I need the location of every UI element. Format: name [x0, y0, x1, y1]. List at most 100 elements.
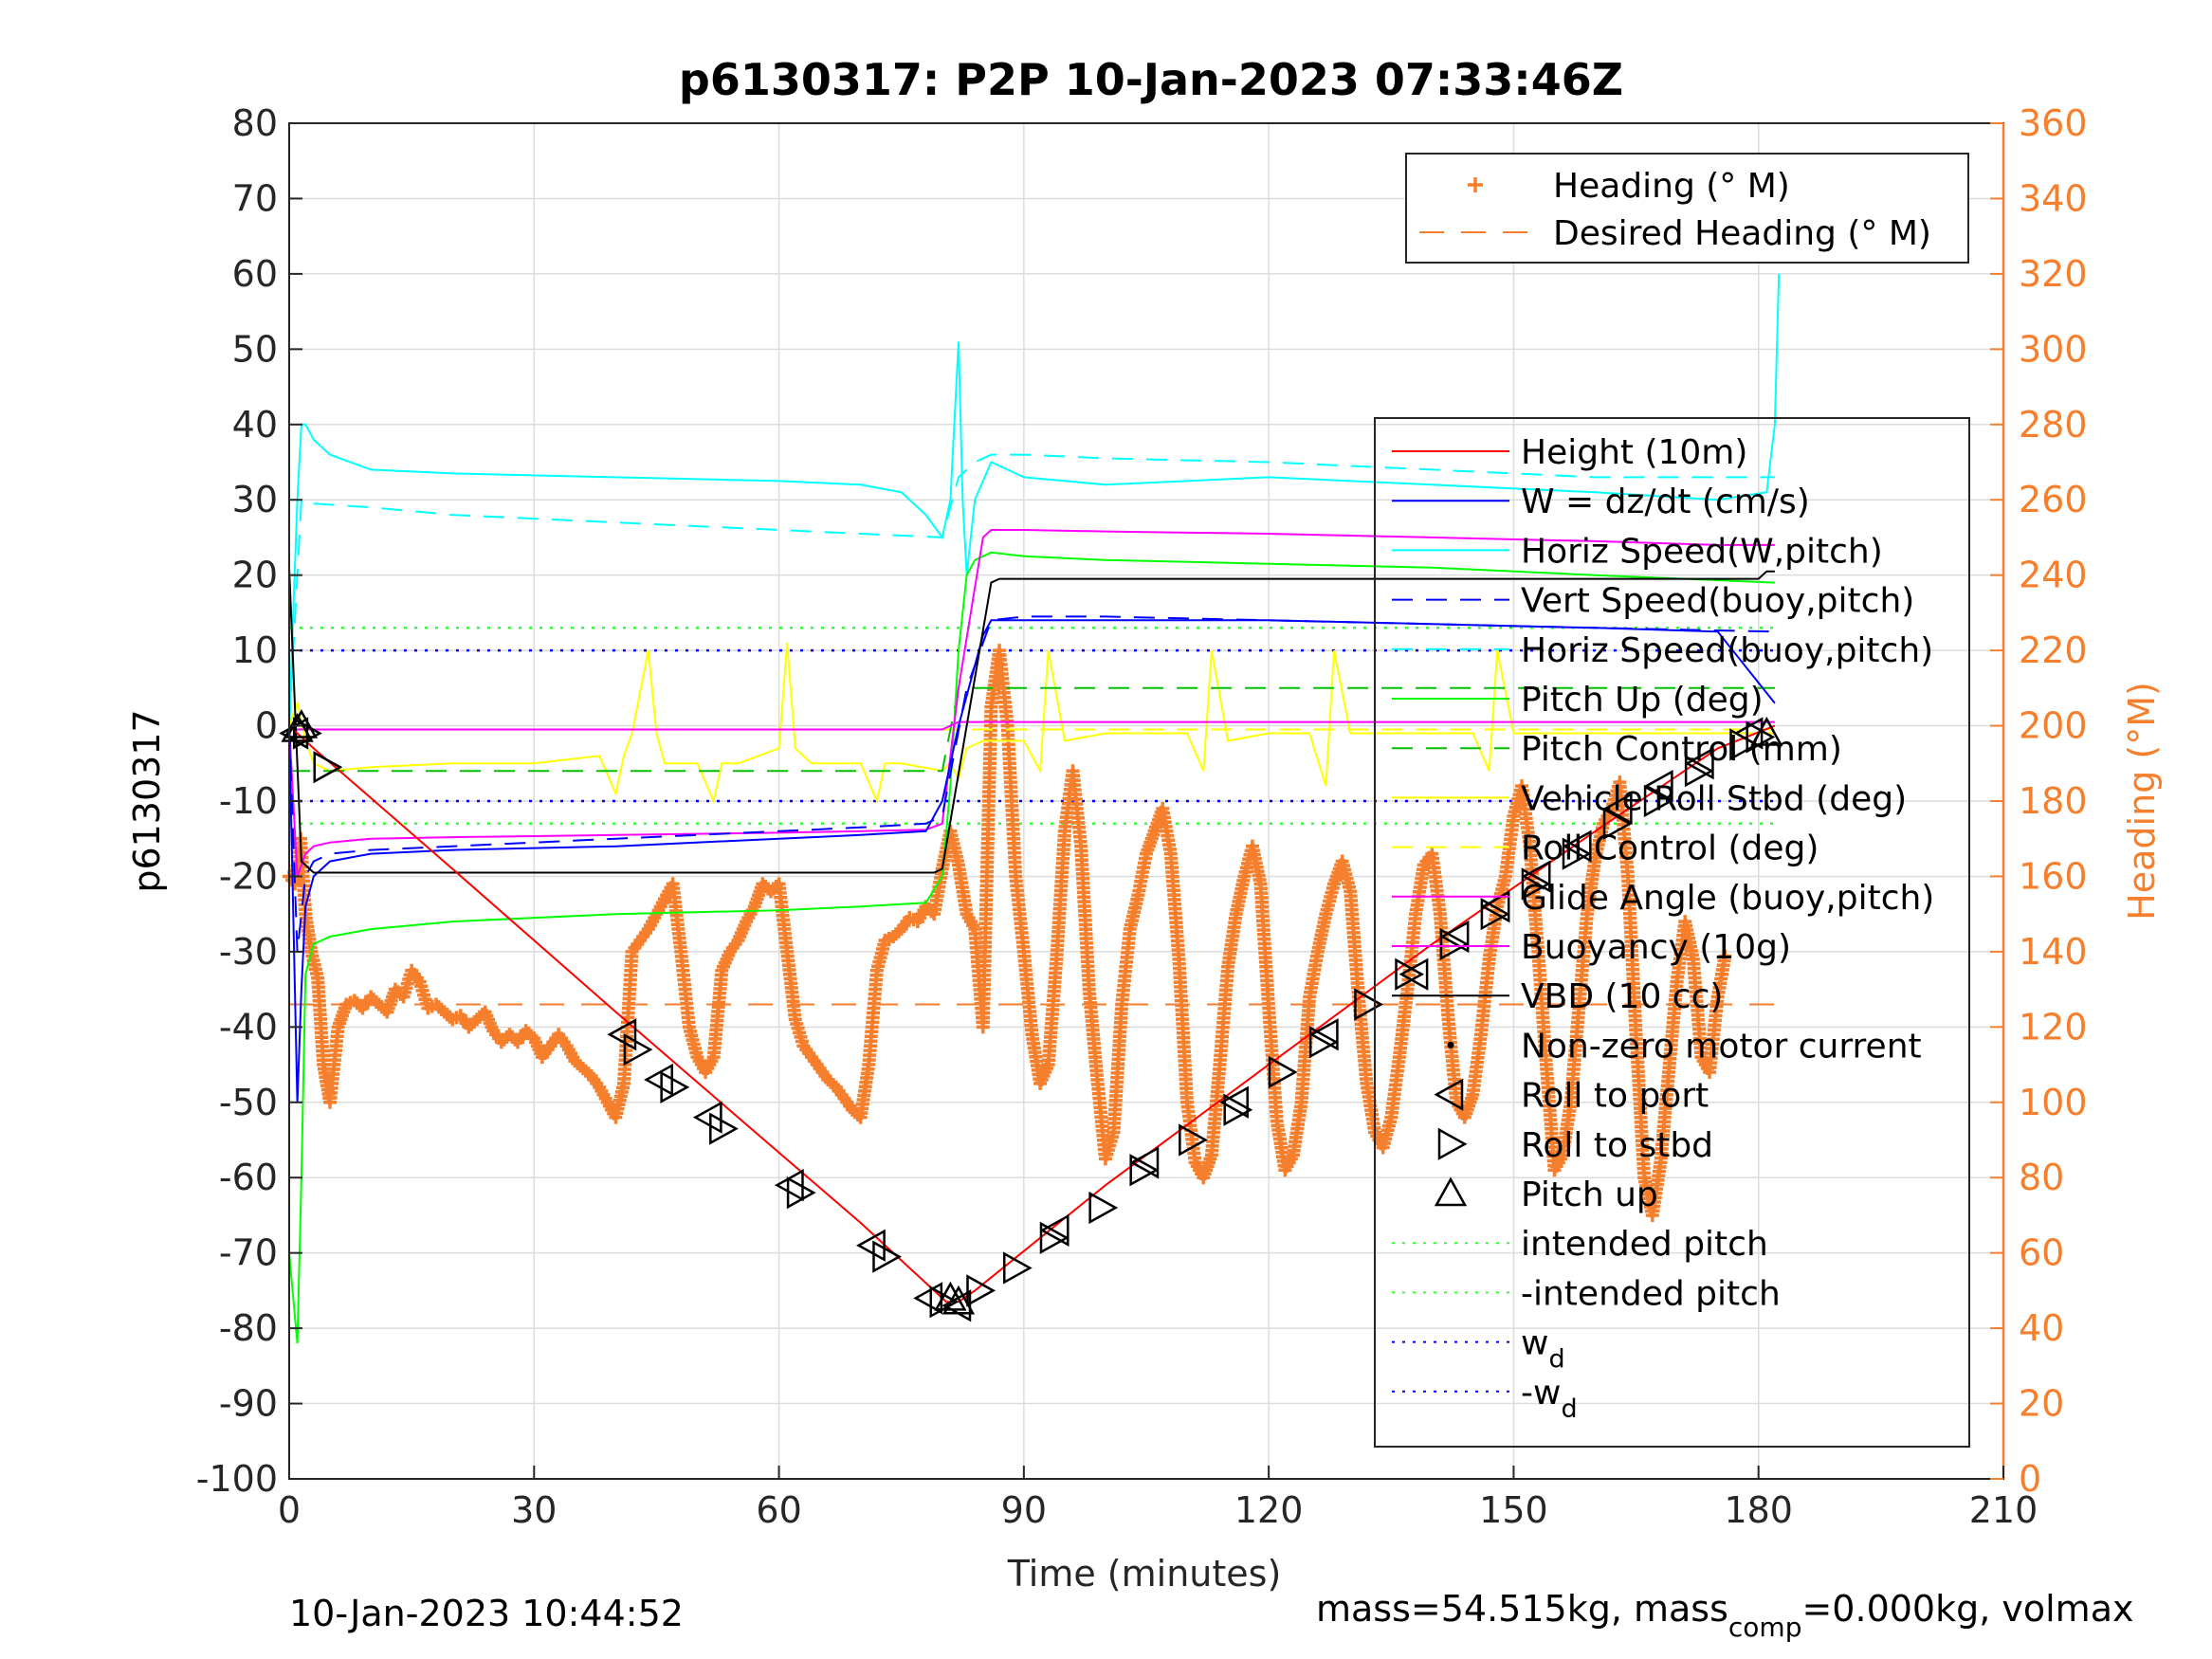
marker-tri-right [1602, 807, 1633, 840]
marker-tri-right [1223, 1093, 1253, 1126]
marker-tri-right [872, 1240, 903, 1273]
marker-tri-up [284, 708, 319, 738]
y-tick-label: 20 [232, 555, 278, 596]
marker-tri-right [1480, 898, 1510, 931]
legend-main-label-text: W = dz/dt (cm/s) [1521, 483, 1810, 521]
marker-tri-up [1750, 716, 1783, 746]
legend-main-label: Vert Speed(buoy,pitch) [1521, 582, 1914, 621]
legend-main-entry: Non-zero motor current [1447, 1027, 1922, 1066]
marker-tri-right [1729, 728, 1760, 761]
y-tick-label: 60 [232, 253, 278, 295]
legend-main-entry: Pitch Control (mm) [1392, 730, 1842, 769]
series-line [289, 686, 1775, 773]
y-right-tick-label: 20 [2019, 1383, 2064, 1425]
series-buoyancy [289, 720, 1775, 731]
marker-tri-left [692, 1101, 722, 1134]
heading-point [1718, 949, 1732, 963]
marker-tri-right [709, 1112, 739, 1145]
marker-tri-left [1039, 1213, 1069, 1247]
y-tick-label: -30 [219, 931, 278, 973]
y-right-tick-label: 180 [2019, 780, 2088, 822]
series-line [288, 453, 1775, 726]
legend-main-entry: Vehicle Roll Stbd (deg) [1392, 779, 1907, 818]
marker-tri-right [966, 1274, 996, 1307]
y-right-tick-label: 120 [2019, 1006, 2088, 1048]
series-line [288, 643, 1775, 805]
marker-tri-up [281, 712, 314, 742]
legend-main-entry: VBD (10 cc) [1392, 977, 1723, 1016]
legend-main-entry: Horiz Speed(buoy,pitch) [1392, 631, 1933, 670]
legend-main-entry: Pitch up [1434, 1176, 1658, 1214]
legend-main-entry: Pitch Up (deg) [1392, 681, 1764, 720]
legend-main-label-text: Vehicle Roll Stbd (deg) [1521, 779, 1907, 818]
legend-main-label: VBD (10 cc) [1521, 977, 1723, 1016]
series-line [289, 720, 1775, 731]
legend-main-entry: Buoyancy (10g) [1392, 928, 1791, 967]
legend-main-label-sub: d [1561, 1395, 1577, 1424]
legend-main-label-text: Vert Speed(buoy,pitch) [1521, 582, 1914, 621]
y-tick-label: 50 [232, 328, 278, 370]
marker-tri-up [941, 1285, 976, 1315]
marker-tri-right [1088, 1191, 1119, 1225]
legend-main-label-text: -w [1521, 1374, 1561, 1413]
y-right-tick-label: 80 [2019, 1157, 2064, 1198]
legend-main-label: Pitch Control (mm) [1521, 730, 1842, 769]
y-right-tick-label: 200 [2019, 705, 2088, 747]
marker-tri-right [1562, 837, 1592, 870]
footer-timestamp: 10-Jan-2023 10:44:52 [289, 1593, 684, 1634]
legend-main-label-text: Pitch up [1521, 1176, 1658, 1214]
marker-tri-right [1354, 988, 1384, 1021]
legend-main-label: Buoyancy (10g) [1521, 928, 1791, 967]
series-roll [288, 643, 1775, 805]
marker-tri-left [1521, 860, 1551, 893]
legend-main-label-text: Roll Control (deg) [1521, 830, 1819, 868]
legend-main-entry: Roll to port [1434, 1077, 1709, 1116]
tick-labels: 0 30 60 90 120 150 180 210-100-90-80-70-60-50-4… [196, 102, 2088, 1531]
legend-heading-box [1405, 153, 1969, 264]
footer-mass-a: mass=54.515kg, mass [1316, 1588, 1728, 1630]
series-w [288, 619, 1776, 1103]
series-line [288, 551, 1775, 1344]
x-tick-label: 180 [1724, 1489, 1793, 1531]
series-line [288, 567, 1775, 874]
y-tick-label: 70 [232, 177, 278, 219]
legend-main-label-text: Horiz Speed(W,pitch) [1521, 532, 1883, 571]
legend-main-marker [1437, 1127, 1468, 1160]
y-tick-label: -70 [219, 1232, 278, 1274]
series-line [288, 724, 1776, 1304]
footer-mass-b: =0.000kg, volmax [1801, 1588, 2133, 1630]
legend-main-label: Pitch Up (deg) [1521, 681, 1764, 720]
y-right-tick-label: 160 [2019, 855, 2088, 897]
legend-main-marker [1434, 1078, 1464, 1111]
legend-main-label: Horiz Speed(buoy,pitch) [1521, 631, 1933, 670]
x-tick-label: 60 [756, 1489, 801, 1531]
marker-tri-right [1268, 1055, 1298, 1089]
legend-main-label: Roll to port [1521, 1077, 1709, 1116]
y-tick-label: 10 [232, 629, 278, 671]
legend-main-label: Pitch up [1521, 1176, 1658, 1214]
y-right-tick-label: 220 [2019, 629, 2088, 671]
y-axis-right-label: Heading (°M) [2121, 682, 2163, 921]
y-tick-label: -20 [219, 855, 278, 897]
series-vbd [288, 567, 1775, 874]
y-tick-label: 30 [232, 479, 278, 520]
series-pitch-up [288, 551, 1775, 1344]
footer-mass-sub: comp [1728, 1612, 1802, 1643]
marker-tri-left [607, 1018, 637, 1051]
legend-main-label-text: Non-zero motor current [1521, 1027, 1922, 1066]
legend-main-entry: Horiz Speed(W,pitch) [1392, 532, 1883, 571]
y-right-tick-label: 260 [2019, 479, 2088, 520]
y-right-tick-label: 340 [2019, 177, 2088, 219]
series-line [288, 619, 1776, 1103]
y-right-tick-label: 40 [2019, 1307, 2064, 1349]
marker-tri-right [1395, 957, 1425, 991]
legend-main-label: -intended pitch [1521, 1274, 1781, 1313]
legend-main-label-text: Horiz Speed(buoy,pitch) [1521, 631, 1933, 670]
legend-main-label: intended pitch [1521, 1225, 1768, 1264]
y-tick-label: -100 [196, 1458, 278, 1500]
series-line [288, 529, 1775, 877]
legend-main-label: W = dz/dt (cm/s) [1521, 483, 1810, 521]
legend-main-label-text: VBD (10 cc) [1521, 977, 1723, 1016]
legend-main-entry: Vert Speed(buoy,pitch) [1392, 582, 1914, 621]
